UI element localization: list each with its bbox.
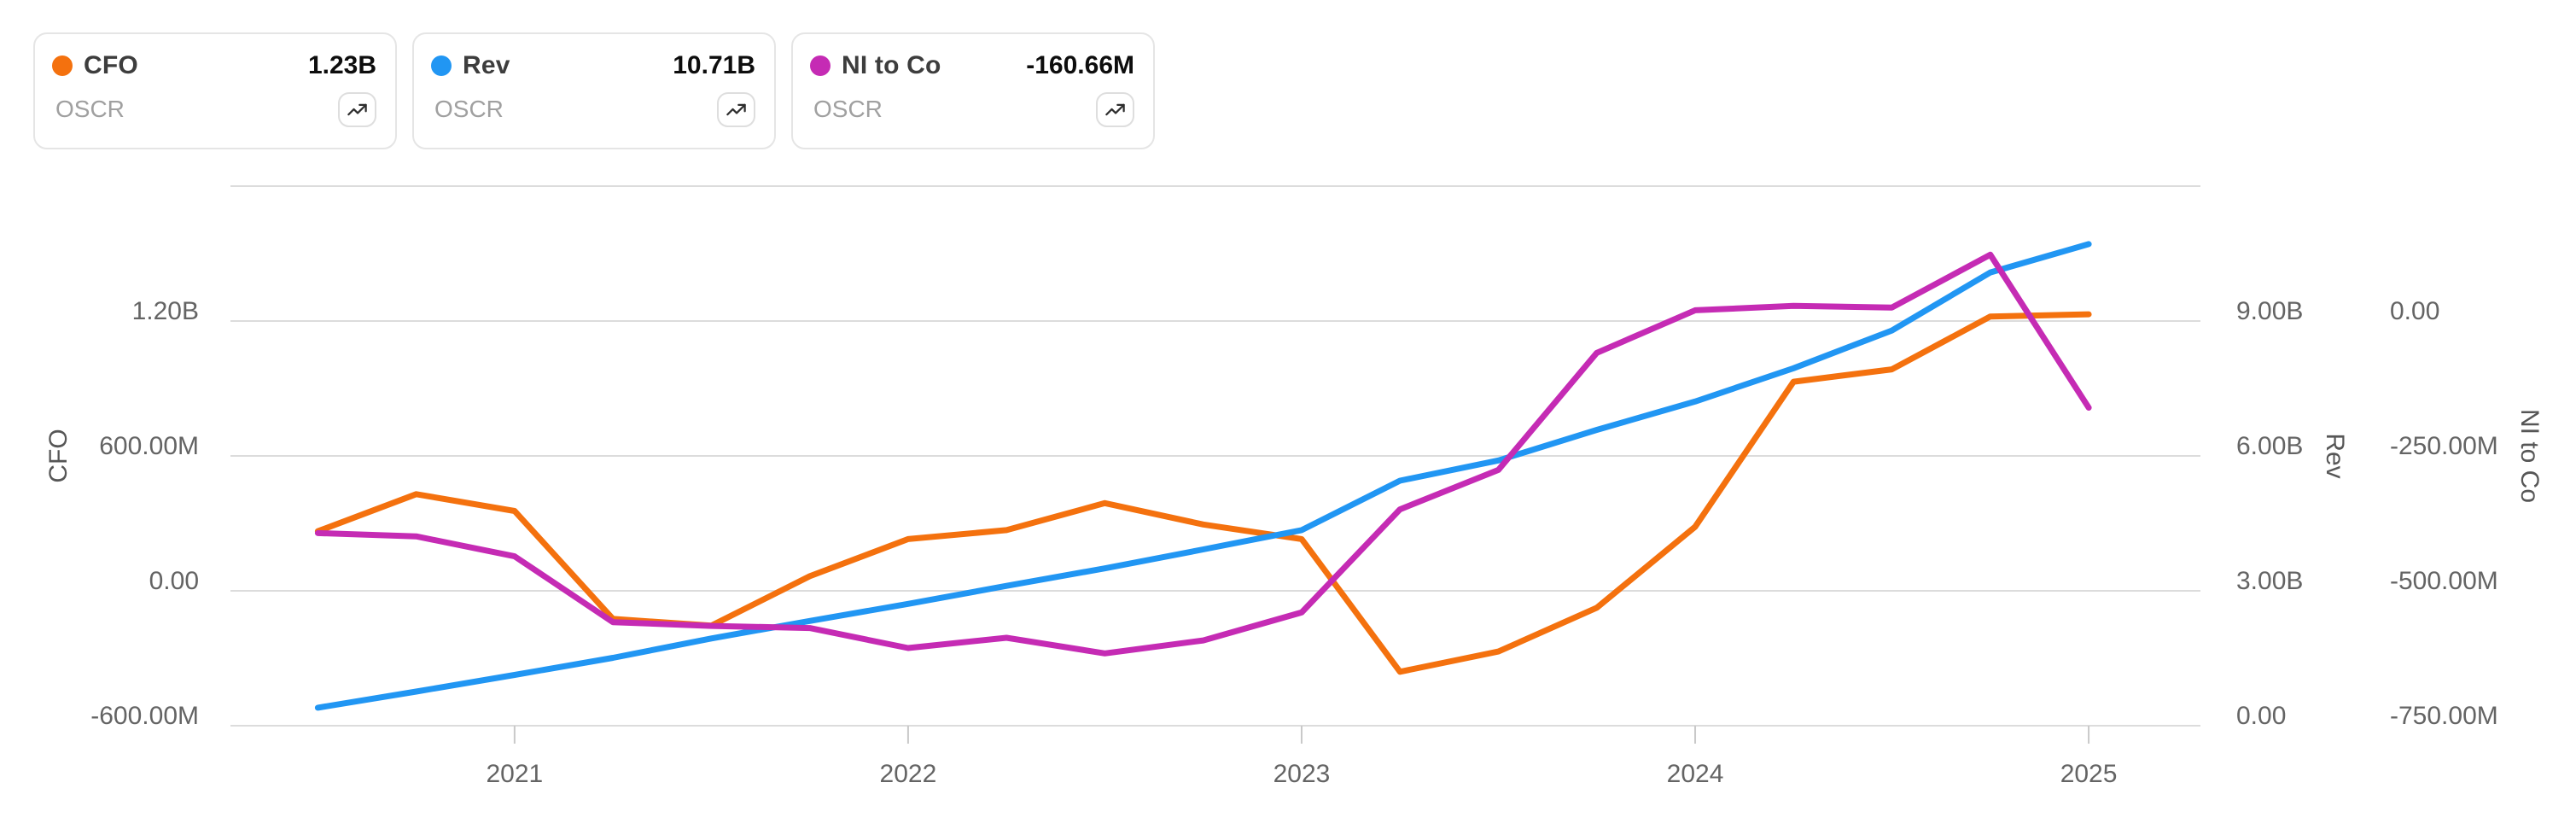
legend-card-main-row: CFO 1.23B xyxy=(52,48,376,84)
series-line-ni-to-co[interactable] xyxy=(314,251,2092,657)
x-axis-label: 2024 xyxy=(1667,760,1724,788)
x-axis-label: 2021 xyxy=(487,760,544,788)
ni-series-value: -160.66M xyxy=(1026,51,1134,79)
trending-up-icon xyxy=(347,103,367,115)
ni-open-chart-button[interactable] xyxy=(1096,91,1134,127)
ni-axis-title: NI to Co xyxy=(2515,409,2544,503)
ticker-label: OSCR xyxy=(55,96,125,122)
ni-axis-tick-label: -750.00M xyxy=(2390,702,2498,730)
x-axis-label: 2022 xyxy=(880,760,937,788)
rev-axis-tick-label: 6.00B xyxy=(2236,432,2303,460)
cfo-axis-tick-label: -600.00M xyxy=(90,702,199,730)
ticker-label: OSCR xyxy=(434,96,504,122)
series-line-rev[interactable] xyxy=(314,241,2092,711)
ni-series-label: NI to Co xyxy=(842,51,941,79)
axis-layer: 2021 2022 2023 2024 2025 1.20B 600.00M 0.00 -600… xyxy=(44,297,2544,788)
ni-axis-tick-label: 0.00 xyxy=(2390,297,2439,325)
cfo-series-label: CFO xyxy=(84,51,138,79)
ni-axis-tick-label: -250.00M xyxy=(2390,432,2498,460)
trending-up-icon xyxy=(1105,103,1125,115)
legend-card-sub-row: OSCR xyxy=(55,91,376,127)
legend-card-rev[interactable]: Rev 10.71B OSCR xyxy=(412,32,776,149)
cfo-axis-tick-label: 600.00M xyxy=(99,432,199,460)
legend-row: CFO 1.23B OSCR Rev 10.71B OSCR xyxy=(33,32,1155,149)
legend-card-cfo[interactable]: CFO 1.23B OSCR xyxy=(33,32,397,149)
series-layer xyxy=(314,241,2092,711)
ticker-label: OSCR xyxy=(813,96,883,122)
ni-axis-tick-label: -500.00M xyxy=(2390,567,2498,595)
x-axis-label: 2025 xyxy=(2060,760,2118,788)
legend-card-sub-row: OSCR xyxy=(813,91,1134,127)
rev-series-value: 10.71B xyxy=(673,51,755,79)
rev-series-label: Rev xyxy=(463,51,510,79)
rev-axis-tick-label: 9.00B xyxy=(2236,297,2303,325)
legend-card-main-row: NI to Co -160.66M xyxy=(810,48,1134,84)
grid-layer xyxy=(230,185,2200,727)
ni-series-color-dot xyxy=(810,55,830,76)
rev-axis-tick-label: 0.00 xyxy=(2236,702,2286,730)
legend-card-sub-row: OSCR xyxy=(434,91,755,127)
cfo-axis-tick-label: 1.20B xyxy=(132,297,199,325)
x-axis-label: 2023 xyxy=(1273,760,1331,788)
trending-up-icon xyxy=(726,103,746,115)
cfo-open-chart-button[interactable] xyxy=(338,91,376,127)
rev-axis-title: Rev xyxy=(2321,433,2349,478)
series-line-cfo[interactable] xyxy=(314,311,2092,675)
rev-open-chart-button[interactable] xyxy=(717,91,755,127)
cfo-series-color-dot xyxy=(52,55,73,76)
cfo-series-value: 1.23B xyxy=(307,51,376,79)
rev-axis-tick-label: 3.00B xyxy=(2236,567,2303,595)
legend-card-ni-to-co[interactable]: NI to Co -160.66M OSCR xyxy=(791,32,1155,149)
cfo-axis-tick-label: 0.00 xyxy=(149,567,199,595)
rev-series-color-dot xyxy=(431,55,452,76)
cfo-axis-title: CFO xyxy=(44,429,73,482)
legend-card-main-row: Rev 10.71B xyxy=(431,48,755,84)
